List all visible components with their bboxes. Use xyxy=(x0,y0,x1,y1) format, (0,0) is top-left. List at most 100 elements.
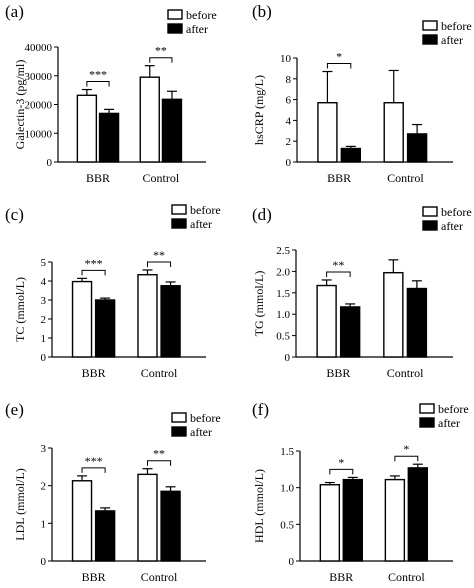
legend-label-after: after xyxy=(441,219,463,233)
y-tick-label: 4 xyxy=(41,276,47,288)
category-label: Control xyxy=(143,171,180,185)
legend-swatch-after xyxy=(171,426,187,437)
significance-bracket xyxy=(326,271,351,277)
y-tick-label: 10000 xyxy=(25,128,53,140)
panel-label: (c) xyxy=(5,205,24,224)
legend-swatch-before xyxy=(422,206,438,217)
legend-label-before: before xyxy=(190,203,221,217)
category-label: BBR xyxy=(326,366,350,380)
y-tick-label: 2.5 xyxy=(276,245,290,257)
y-tick-label: 1.5 xyxy=(276,288,290,300)
legend-swatch-after xyxy=(419,417,435,428)
legend-label-after: after xyxy=(190,425,212,439)
legend-swatch-before xyxy=(167,9,183,20)
legend-label-after: after xyxy=(441,33,463,47)
significance-bracket xyxy=(146,261,172,267)
significance-marker: ** xyxy=(155,44,167,58)
y-tick-label: 2.0 xyxy=(276,266,290,278)
legend-label-after: after xyxy=(186,22,208,36)
y-tick-label: 8 xyxy=(286,74,292,86)
y-tick-label: 30000 xyxy=(25,71,53,83)
legend-swatch-after xyxy=(422,34,438,45)
panel-label: (a) xyxy=(5,2,24,21)
bar-before-control xyxy=(383,102,404,163)
bar-after-control xyxy=(161,98,183,163)
y-axis-label: LDL (mmol/L) xyxy=(13,468,27,541)
category-label: Control xyxy=(141,366,178,380)
legend-label-after: after xyxy=(190,217,212,231)
legend-swatch-before xyxy=(422,20,438,31)
bar-before-bbr xyxy=(71,280,93,358)
category-label: Control xyxy=(388,570,425,584)
bar-after-control xyxy=(406,133,428,163)
significance-marker: * xyxy=(338,455,344,469)
y-axis-label: HDL (mmol/L) xyxy=(252,469,266,543)
category-label: Control xyxy=(387,366,424,380)
bar-before-bbr xyxy=(319,484,341,562)
y-axis-label: TC (mmol/L) xyxy=(13,277,27,342)
bar-after-control xyxy=(160,490,181,562)
bar-after-bbr xyxy=(98,112,120,163)
bar-after-bbr xyxy=(94,299,116,358)
bar-after-control xyxy=(406,287,428,358)
panel-label: (b) xyxy=(252,2,272,21)
bar-before-control xyxy=(137,274,158,358)
y-tick-label: 6 xyxy=(286,95,292,107)
significance-bracket xyxy=(326,63,352,69)
bar-before-bbr xyxy=(76,94,98,163)
significance-marker: ** xyxy=(332,258,344,272)
category-label: BBR xyxy=(82,366,106,380)
significance-marker: *** xyxy=(85,454,103,468)
y-tick-label: 1.0 xyxy=(280,483,294,495)
legend-swatch-before xyxy=(171,204,187,215)
y-tick-label: 2 xyxy=(41,481,47,493)
significance-bracket xyxy=(329,468,354,475)
y-tick-label: 0 xyxy=(41,352,47,364)
y-tick-label: 0 xyxy=(285,352,291,364)
significance-marker: * xyxy=(336,50,342,64)
legend-swatch-after xyxy=(171,218,187,229)
bar-before-bbr xyxy=(71,480,93,562)
category-label: BBR xyxy=(82,570,106,584)
y-axis-label: Galectin-3 (pg/ml) xyxy=(13,60,27,150)
significance-bracket xyxy=(149,57,173,63)
category-label: BBR xyxy=(327,171,351,185)
bar-before-bbr xyxy=(317,102,338,163)
bar-after-bbr xyxy=(339,306,361,358)
y-tick-label: 3 xyxy=(41,443,47,455)
legend-swatch-after xyxy=(422,220,438,231)
bar-after-control xyxy=(407,467,429,562)
category-label: BBR xyxy=(329,570,353,584)
significance-marker: *** xyxy=(85,256,103,270)
panel-label: (d) xyxy=(252,205,272,224)
y-tick-label: 0.5 xyxy=(276,331,290,343)
category-label: Control xyxy=(387,171,424,185)
y-tick-label: 3 xyxy=(41,295,47,307)
panel-label: (f) xyxy=(252,400,269,419)
legend-label-before: before xyxy=(441,205,472,219)
legend-label-before: before xyxy=(438,402,469,416)
y-axis-label: TG (mmol/L) xyxy=(252,271,266,337)
significance-bracket xyxy=(81,467,106,473)
legend-label-before: before xyxy=(190,411,221,425)
y-tick-label: 0 xyxy=(47,157,53,169)
y-tick-label: 10 xyxy=(280,53,292,65)
significance-marker: * xyxy=(403,442,409,456)
category-label: Control xyxy=(141,570,178,584)
bar-before-control xyxy=(139,76,160,163)
legend-swatch-after xyxy=(167,23,183,34)
y-tick-label: 20000 xyxy=(25,100,53,112)
panel-label: (e) xyxy=(5,400,24,419)
significance-bracket xyxy=(146,460,172,466)
y-tick-label: 4 xyxy=(286,115,292,127)
y-tick-label: 0 xyxy=(289,556,295,568)
y-tick-label: 1.0 xyxy=(276,309,290,321)
bar-after-bbr xyxy=(340,147,362,163)
y-tick-label: 1 xyxy=(41,333,47,345)
y-tick-label: 0 xyxy=(41,556,47,568)
y-tick-label: 5 xyxy=(41,257,47,269)
legend-swatch-before xyxy=(419,403,435,414)
y-tick-label: 1.5 xyxy=(280,446,294,458)
bar-after-bbr xyxy=(94,510,116,562)
